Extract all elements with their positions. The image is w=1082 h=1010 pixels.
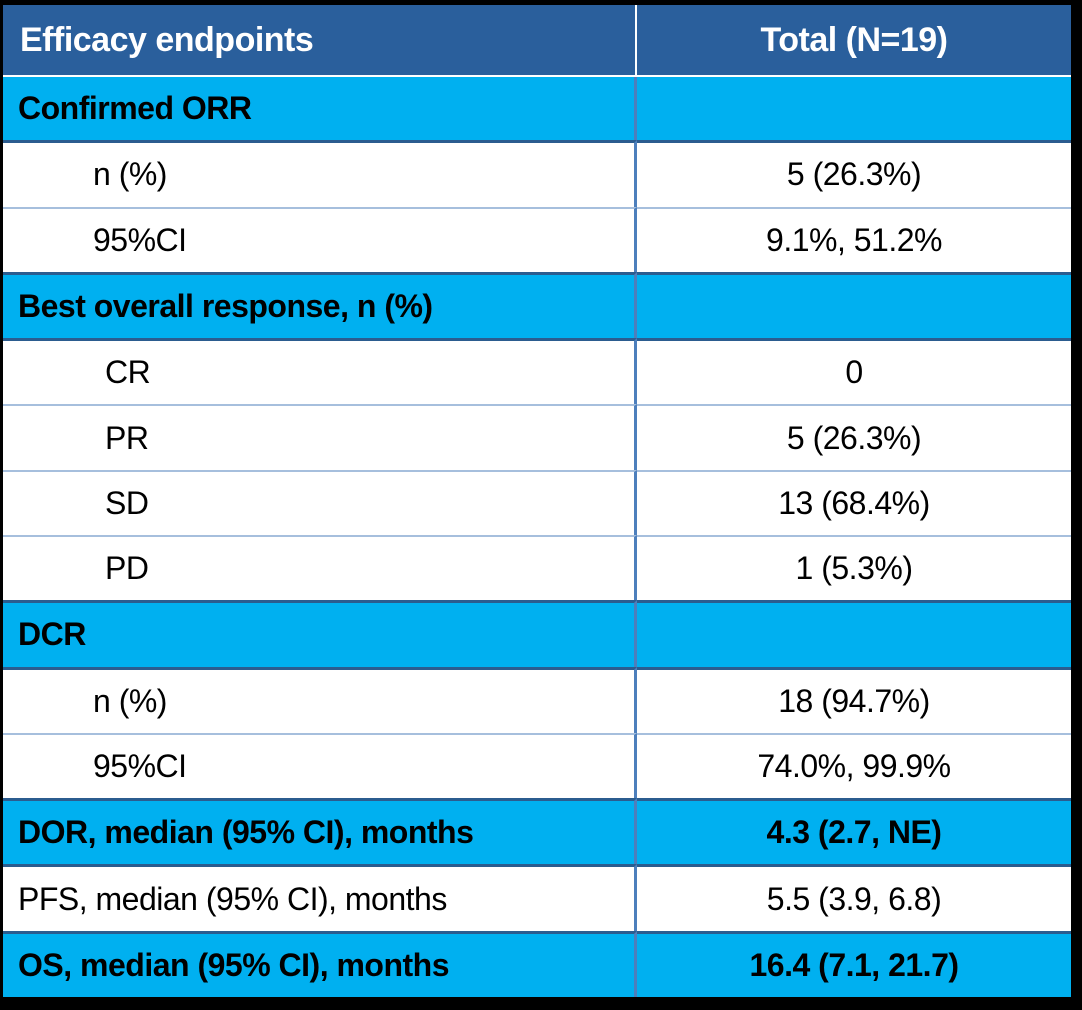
- row-value-cell: 5 (26.3%): [637, 404, 1071, 470]
- row-value-cell: 18 (94.7%): [637, 666, 1071, 733]
- table-row-n: n (%) 5 (26.3%): [3, 140, 1071, 207]
- row-label: 95%CI: [93, 221, 187, 258]
- row-value-cell: 4.3 (2.7, NE): [637, 798, 1071, 865]
- row-label-cell: PR: [3, 404, 637, 470]
- table-row-cr: CR 0: [3, 338, 1071, 405]
- table-row-n: n (%) 18 (94.7%): [3, 666, 1071, 733]
- row-value-cell: 0: [637, 338, 1071, 405]
- row-label: PR: [105, 419, 149, 456]
- efficacy-table: Efficacy endpoints Total (N=19) Confirme…: [3, 5, 1071, 997]
- table-row-pr: PR 5 (26.3%): [3, 404, 1071, 470]
- row-label: Best overall response, n (%): [18, 287, 433, 324]
- row-label: DCR: [18, 616, 86, 653]
- row-label: DOR, median (95% CI), months: [18, 814, 474, 851]
- table-row-dcr: DCR: [3, 600, 1071, 667]
- row-value-cell: 16.4 (7.1, 21.7): [637, 930, 1071, 997]
- row-label: 95%CI: [93, 747, 187, 784]
- table-row-pd: PD 1 (5.3%): [3, 534, 1071, 601]
- row-value-cell: 5 (26.3%): [637, 140, 1071, 207]
- row-label-cell: PD: [3, 534, 637, 601]
- row-value: 18 (94.7%): [778, 682, 930, 719]
- row-label-cell: CR: [3, 338, 637, 405]
- row-value-cell: [637, 271, 1071, 339]
- row-label: PD: [105, 550, 149, 587]
- row-label-cell: Best overall response, n (%): [3, 271, 637, 339]
- table-row-confirmed-orr: Confirmed ORR: [3, 77, 1071, 141]
- row-label: CR: [105, 354, 151, 391]
- row-value: 5.5 (3.9, 6.8): [766, 880, 942, 917]
- row-value: 13 (68.4%): [778, 484, 930, 521]
- table-body: Confirmed ORR n (%) 5 (26.3%) 95%CI 9.1%…: [3, 77, 1071, 997]
- row-label: OS, median (95% CI), months: [18, 946, 450, 983]
- row-label-cell: SD: [3, 469, 637, 535]
- row-label: SD: [105, 484, 149, 521]
- table-row-best-overall-response-n: Best overall response, n (%): [3, 271, 1071, 339]
- row-value: 16.4 (7.1, 21.7): [749, 946, 959, 983]
- row-value: 1 (5.3%): [795, 550, 913, 587]
- row-value-cell: 5.5 (3.9, 6.8): [637, 864, 1071, 931]
- row-value-cell: 1 (5.3%): [637, 534, 1071, 601]
- row-value: 74.0%, 99.9%: [757, 747, 951, 784]
- header-row: Efficacy endpoints Total (N=19): [3, 5, 1071, 77]
- row-value-cell: [637, 77, 1071, 141]
- row-label-cell: 95%CI: [3, 732, 637, 799]
- column-header-efficacy-endpoints: Efficacy endpoints: [3, 5, 637, 77]
- row-value: 5 (26.3%): [786, 419, 922, 456]
- table-header: Efficacy endpoints Total (N=19): [3, 5, 1071, 77]
- table-row-95-ci: 95%CI 9.1%, 51.2%: [3, 206, 1071, 272]
- table-row-sd: SD 13 (68.4%): [3, 469, 1071, 535]
- row-label: PFS, median (95% CI), months: [18, 880, 447, 917]
- row-label-cell: 95%CI: [3, 206, 637, 272]
- row-label-cell: OS, median (95% CI), months: [3, 930, 637, 997]
- row-label: Confirmed ORR: [18, 90, 252, 127]
- table-row-pfs-median-95-ci-months: PFS, median (95% CI), months 5.5 (3.9, 6…: [3, 864, 1071, 931]
- row-label-cell: n (%): [3, 140, 637, 207]
- row-value: 9.1%, 51.2%: [766, 221, 942, 258]
- row-value: 4.3 (2.7, NE): [766, 814, 942, 851]
- row-value-cell: 74.0%, 99.9%: [637, 732, 1071, 799]
- column-header-total: Total (N=19): [637, 5, 1071, 77]
- table-row-95-ci: 95%CI 74.0%, 99.9%: [3, 732, 1071, 799]
- row-label: n (%): [93, 156, 167, 193]
- row-label-cell: DCR: [3, 600, 637, 667]
- table-row-dor-median-95-ci-months: DOR, median (95% CI), months 4.3 (2.7, N…: [3, 798, 1071, 865]
- row-label-cell: Confirmed ORR: [3, 77, 637, 141]
- row-label-cell: DOR, median (95% CI), months: [3, 798, 637, 865]
- row-value: 0: [845, 354, 863, 391]
- table-row-os-median-95-ci-months: OS, median (95% CI), months 16.4 (7.1, 2…: [3, 930, 1071, 997]
- row-value-cell: 13 (68.4%): [637, 469, 1071, 535]
- row-value-cell: [637, 600, 1071, 667]
- row-label-cell: n (%): [3, 666, 637, 733]
- row-label-cell: PFS, median (95% CI), months: [3, 864, 637, 931]
- row-label: n (%): [93, 682, 167, 719]
- row-value: 5 (26.3%): [786, 156, 922, 193]
- row-value-cell: 9.1%, 51.2%: [637, 206, 1071, 272]
